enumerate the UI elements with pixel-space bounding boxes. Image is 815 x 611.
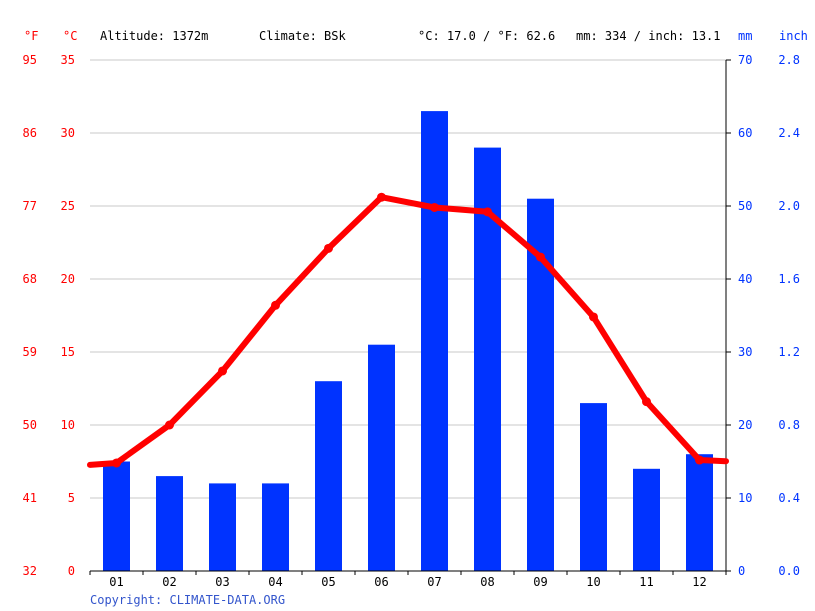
y-tick-celsius: 30 — [61, 126, 75, 140]
precipitation-bars — [103, 111, 713, 571]
y-tick-inch: 1.6 — [778, 272, 800, 286]
y-tick-fahrenheit: 77 — [23, 199, 37, 213]
y-tick-fahrenheit: 41 — [23, 491, 37, 505]
precipitation-bar — [368, 344, 395, 571]
y-tick-fahrenheit: 86 — [23, 126, 37, 140]
y-tick-inch: 0.0 — [778, 564, 800, 578]
precipitation-total-label: mm: 334 / inch: 13.1 — [576, 29, 721, 43]
temperature-point — [589, 312, 598, 322]
y-tick-celsius: 0 — [68, 564, 75, 578]
temperature-point — [324, 243, 333, 253]
precipitation-bar — [686, 454, 713, 571]
y-tick-fahrenheit: 95 — [23, 53, 37, 67]
x-tick-label: 10 — [586, 575, 600, 589]
precipitation-bar — [156, 476, 183, 571]
y-tick-inch: 0.8 — [778, 418, 800, 432]
inch-unit-label: inch — [779, 29, 808, 43]
y-tick-inch: 2.8 — [778, 53, 800, 67]
x-tick-label: 08 — [480, 575, 494, 589]
x-tick-label: 07 — [427, 575, 441, 589]
climate-label: Climate: BSk — [259, 29, 346, 43]
x-tick-label: 03 — [215, 575, 229, 589]
temperature-point — [483, 207, 492, 217]
x-tick-label: 05 — [321, 575, 335, 589]
copyright-label: Copyright: CLIMATE-DATA.ORG — [90, 593, 285, 607]
precipitation-bar — [421, 111, 448, 571]
temperature-point — [112, 458, 121, 468]
precipitation-bar — [633, 468, 660, 571]
y-tick-mm: 40 — [738, 272, 752, 286]
y-tick-celsius: 15 — [61, 345, 75, 359]
y-tick-celsius: 10 — [61, 418, 75, 432]
mm-unit-label: mm — [738, 29, 752, 43]
temperature-point — [642, 397, 651, 407]
y-tick-inch: 1.2 — [778, 345, 800, 359]
x-tick-label: 06 — [374, 575, 388, 589]
temperature-point — [165, 420, 174, 430]
y-tick-fahrenheit: 59 — [23, 345, 37, 359]
celsius-unit-label: °C — [63, 29, 77, 43]
x-tick-label: 12 — [692, 575, 706, 589]
y-tick-celsius: 35 — [61, 53, 75, 67]
temperature-line-path — [87, 194, 729, 468]
axes — [89, 59, 731, 575]
y-tick-inch: 2.0 — [778, 199, 800, 213]
temperature-point — [218, 366, 227, 376]
tick-labels: 32 0 0 0.0 41 5 10 0.4 50 10 20 0.8 59 15 30 1.2 68 20 40 1… — [23, 53, 800, 589]
precipitation-bar — [262, 483, 289, 571]
temperature-point — [430, 202, 439, 212]
y-tick-celsius: 5 — [68, 491, 75, 505]
y-tick-fahrenheit: 50 — [23, 418, 37, 432]
y-tick-mm: 30 — [738, 345, 752, 359]
precipitation-bar — [103, 461, 130, 571]
precipitation-bar — [315, 381, 342, 571]
y-tick-celsius: 25 — [61, 199, 75, 213]
y-tick-mm: 20 — [738, 418, 752, 432]
precipitation-bar — [580, 403, 607, 571]
y-tick-inch: 2.4 — [778, 126, 800, 140]
fahrenheit-unit-label: °F — [24, 29, 38, 43]
temperature-point — [695, 455, 704, 465]
x-tick-label: 04 — [268, 575, 282, 589]
precipitation-bar — [209, 483, 236, 571]
temperature-line — [87, 192, 729, 468]
y-tick-celsius: 20 — [61, 272, 75, 286]
y-tick-fahrenheit: 32 — [23, 564, 37, 578]
y-tick-inch: 0.4 — [778, 491, 800, 505]
temperature-point — [536, 252, 545, 262]
grid-lines — [90, 59, 726, 499]
temperature-point — [271, 300, 280, 310]
y-tick-mm: 60 — [738, 126, 752, 140]
x-tick-label: 11 — [639, 575, 653, 589]
y-tick-mm: 0 — [738, 564, 745, 578]
x-tick-label: 01 — [109, 575, 123, 589]
avg-temperature-label: °C: 17.0 / °F: 62.6 — [418, 29, 555, 43]
x-tick-label: 02 — [162, 575, 176, 589]
x-tick-label: 09 — [533, 575, 547, 589]
y-tick-mm: 70 — [738, 53, 752, 67]
y-tick-mm: 10 — [738, 491, 752, 505]
temperature-point — [377, 192, 386, 202]
y-tick-mm: 50 — [738, 199, 752, 213]
altitude-label: Altitude: 1372m — [100, 29, 208, 43]
y-tick-fahrenheit: 68 — [23, 272, 37, 286]
